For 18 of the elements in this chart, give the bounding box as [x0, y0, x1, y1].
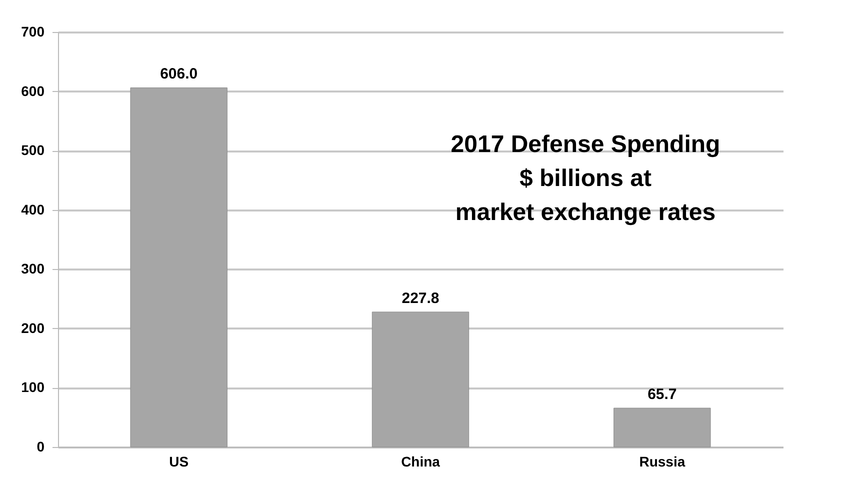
- x-tick-label: US: [169, 454, 189, 470]
- y-tick-label: 500: [21, 142, 45, 158]
- text: 2017 Defense Spending $ billions at market exchange rates: [450, 131, 720, 226]
- bar: [372, 312, 470, 448]
- y-tick-label: 600: [21, 82, 45, 99]
- y-tick-label: 200: [21, 320, 45, 336]
- data-label: 606.0: [160, 66, 198, 83]
- y-tick-label: 100: [21, 379, 45, 396]
- bar: [614, 408, 711, 448]
- y-tick-label: 400: [21, 201, 45, 218]
- x-tick-label: Russia: [639, 454, 686, 470]
- data-label: 65.7: [648, 386, 677, 404]
- data-label: 227.8: [402, 290, 440, 307]
- y-tick-label: 300: [21, 260, 45, 277]
- bar: [130, 87, 228, 448]
- y-tick-label: 0: [36, 438, 45, 454]
- y-tick-label: 700: [21, 24, 45, 40]
- x-tick-label: China: [401, 454, 440, 470]
